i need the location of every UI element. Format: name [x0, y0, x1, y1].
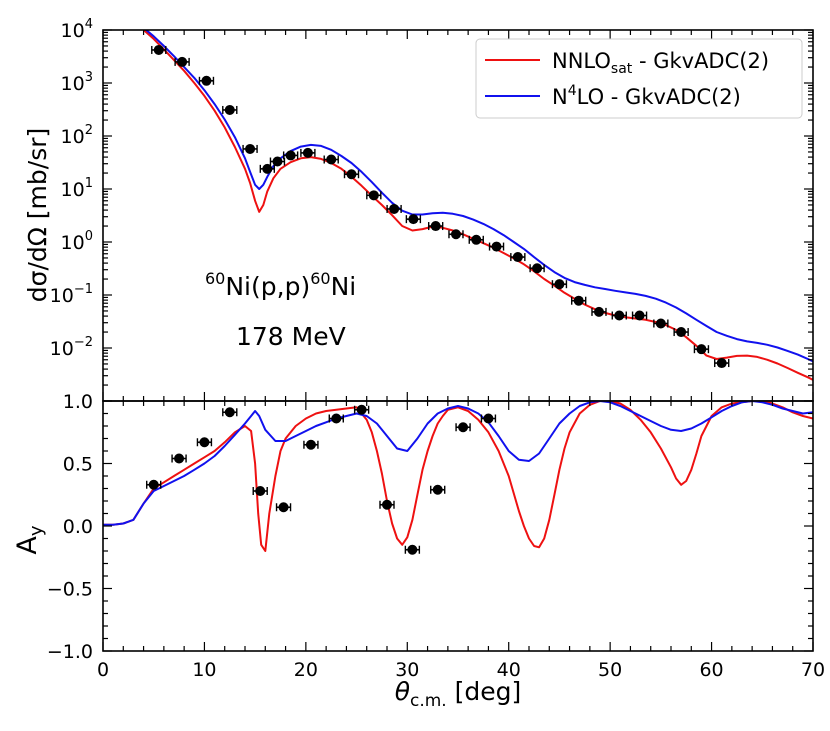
- data-point: [302, 147, 313, 158]
- data-point: [655, 318, 666, 329]
- data-point: [432, 484, 443, 495]
- data-point: [224, 104, 235, 115]
- data-point: [382, 499, 392, 510]
- data-point: [573, 295, 584, 306]
- data-point: [262, 163, 273, 174]
- legend-label-nnlo: NNLOsat - GkvADC(2): [552, 49, 769, 77]
- n4lo-curve: [144, 30, 813, 363]
- y-tick-label: 100: [61, 229, 93, 254]
- analyzing-power-ylabel: Ay: [12, 525, 47, 554]
- x-tick-label: 50: [598, 659, 622, 681]
- y-tick-label: 101: [61, 176, 93, 201]
- data-point: [224, 407, 235, 418]
- data-point: [346, 169, 357, 180]
- y-tick-label: 104: [61, 17, 93, 42]
- data-point: [177, 56, 188, 67]
- y-tick-label: 10−1: [50, 282, 93, 307]
- reaction-element: Ni: [331, 272, 357, 301]
- legend-label-n4lo: N4LO - GkvADC(2): [552, 83, 741, 109]
- data-point: [148, 479, 159, 490]
- analyzing-power-data-points: [146, 404, 497, 555]
- data-point: [716, 358, 727, 369]
- data-point: [199, 437, 210, 448]
- analyzing-power-curves: [103, 401, 813, 552]
- reaction-mass-number: 60: [310, 269, 330, 288]
- data-point: [532, 263, 543, 274]
- data-point: [201, 75, 212, 86]
- data-point: [593, 306, 604, 317]
- data-point: [614, 310, 625, 321]
- data-point: [407, 544, 418, 555]
- data-point: [676, 327, 687, 338]
- y-tick-label: 103: [61, 70, 93, 95]
- data-point: [278, 502, 289, 513]
- data-point: [285, 150, 296, 161]
- reaction-label: 60Ni(p,p)60Ni: [205, 269, 356, 301]
- data-point: [696, 344, 707, 355]
- data-point: [272, 156, 283, 167]
- cross-section-ylabel: dσ/dΩ [mb/sr]: [23, 128, 52, 303]
- y-tick-label: −1.0: [47, 641, 93, 663]
- data-point: [255, 486, 266, 496]
- y-tick-label: 0.0: [63, 516, 93, 538]
- data-point: [174, 453, 185, 464]
- data-point: [305, 439, 316, 450]
- data-point: [634, 310, 645, 321]
- data-point: [326, 154, 337, 165]
- analyzing-power-frame: [102, 400, 814, 652]
- cross-section-panel: 10−2 10−1 100 101 102 103 104 dσ/dΩ [mb/sr] 60…: [23, 17, 814, 402]
- data-point: [331, 413, 342, 424]
- legend: NNLOsat - GkvADC(2) N4LO - GkvADC(2): [475, 38, 803, 119]
- x-tick-label: 20: [294, 659, 318, 681]
- analyzing-power-ticks: −1.0 −0.5 0.0 0.5 1.0 0 10 20 30 40 50 60 70: [47, 391, 825, 681]
- data-point: [512, 252, 523, 263]
- x-axis-label: θc.m. [deg]: [395, 677, 522, 711]
- data-point: [356, 404, 367, 415]
- nnlo-sat-curve: [103, 401, 813, 552]
- data-point: [430, 221, 441, 232]
- x-tick-label: 40: [497, 659, 521, 681]
- y-tick-label: −0.5: [47, 579, 93, 601]
- y-tick-label: 102: [61, 123, 93, 148]
- reaction-channel: Ni(p,p): [225, 272, 310, 301]
- analyzing-power-panel: −1.0 −0.5 0.0 0.5 1.0 0 10 20 30 40 50 60 70 Ay θc.m…: [12, 391, 825, 711]
- x-tick-label: 70: [801, 659, 825, 681]
- data-point: [554, 279, 565, 290]
- y-tick-label: 1.0: [63, 391, 93, 413]
- y-tick-label: 10−2: [50, 335, 93, 360]
- x-tick-label: 10: [192, 659, 216, 681]
- cross-section-data-points: [151, 44, 730, 369]
- n4lo-curve: [103, 401, 813, 526]
- data-point: [450, 229, 461, 240]
- data-point: [245, 143, 256, 154]
- data-point: [471, 234, 482, 245]
- y-tick-label: 0.5: [63, 454, 93, 476]
- energy-label: 178 MeV: [236, 322, 346, 351]
- reaction-mass-number: 60: [205, 269, 225, 288]
- x-tick-label: 30: [395, 659, 419, 681]
- data-point: [408, 214, 419, 225]
- x-tick-label: 0: [97, 659, 109, 681]
- legend-box: [475, 38, 803, 119]
- data-point: [153, 44, 164, 55]
- data-point: [491, 241, 502, 252]
- data-point: [389, 203, 400, 214]
- x-tick-label: 60: [699, 659, 723, 681]
- data-point: [483, 413, 494, 424]
- data-point: [368, 190, 379, 201]
- data-point: [458, 422, 469, 433]
